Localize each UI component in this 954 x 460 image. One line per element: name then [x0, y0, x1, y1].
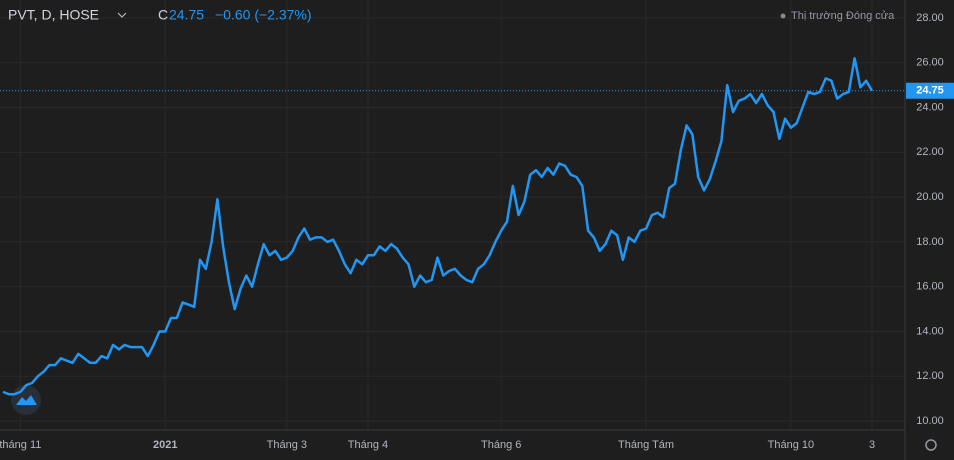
change-text: −0.60 (−2.37%) [215, 7, 312, 23]
y-tick-label: 26.00 [916, 57, 944, 69]
y-tick-label: 18.00 [916, 236, 944, 248]
y-tick-label: 22.00 [916, 146, 944, 158]
y-tick-label: 14.00 [916, 325, 944, 337]
grid [0, 0, 905, 430]
price-line [2, 57, 874, 396]
y-tick-label: 10.00 [916, 415, 944, 427]
x-tick-label: Tháng 3 [267, 439, 307, 451]
logo[interactable] [11, 385, 41, 415]
gear[interactable] [925, 439, 937, 451]
last-price-box [906, 82, 954, 99]
close-prefix: C [158, 7, 168, 23]
settings-icon[interactable] [925, 439, 937, 451]
y-tick-label: 28.00 [916, 12, 944, 24]
y-tick-label: 12.00 [916, 370, 944, 382]
close-value: 24.75 [169, 7, 204, 23]
y-tick-label: 24.00 [916, 101, 944, 113]
status-dot [780, 13, 786, 19]
x-tick-label: 2021 [153, 439, 177, 451]
last-price-label: 24.75 [916, 85, 944, 97]
x-tick-label: 3 [869, 439, 875, 451]
x-tick-label: Tháng 6 [481, 439, 521, 451]
x-tick-label: Tháng Tám [618, 439, 674, 451]
symbol-dropdown[interactable] [117, 12, 127, 18]
x-tick-label: Tháng 10 [768, 439, 814, 451]
x-tick-label: tháng 11 [0, 439, 41, 451]
x-tick-label: Tháng 4 [348, 439, 388, 451]
symbol-title[interactable]: PVT, D, HOSE [8, 7, 99, 23]
y-tick-label: 20.00 [916, 191, 944, 203]
logo-circle[interactable] [11, 385, 41, 415]
logo-icon[interactable] [16, 395, 37, 405]
market-status: Thị trường Đóng cửa [791, 10, 895, 22]
y-tick-label: 16.00 [916, 281, 944, 293]
